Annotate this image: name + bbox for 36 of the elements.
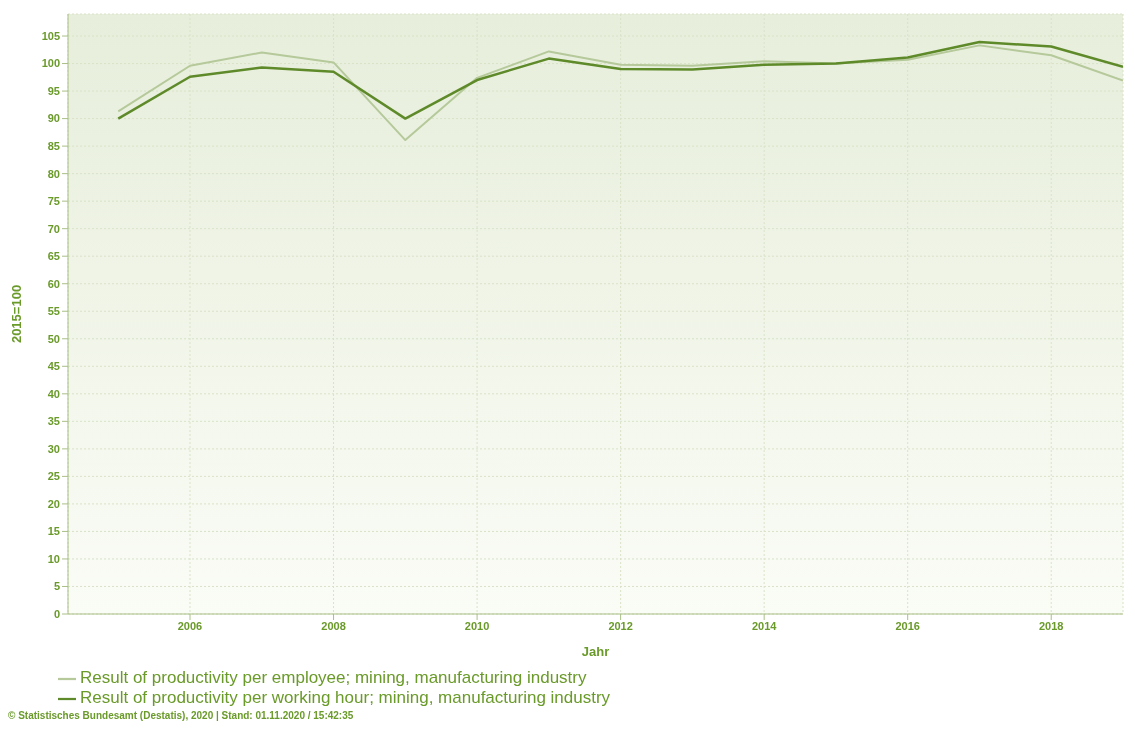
line-series: [116, 40, 1123, 120]
y-tick-label: 75: [47, 195, 60, 208]
y-axis-title: 2015=100: [8, 284, 24, 344]
y-tick-label: 90: [47, 112, 60, 125]
y-tick-label: 60: [47, 277, 60, 290]
y-tick-label: 70: [47, 222, 60, 235]
y-tick-label: 80: [47, 167, 60, 180]
y-tick-label: 25: [47, 470, 60, 483]
legend-label: Result of productivity per employee; mining, manufacturing industry: [80, 668, 587, 687]
x-tick-label: 2014: [751, 619, 778, 632]
y-tick-label: 20: [47, 497, 60, 510]
x-tick-label: 2006: [177, 619, 203, 632]
legend-label: Result of productivity per working hour; mining, manufacturing industry: [80, 688, 611, 707]
y-tick-label: 5: [53, 580, 60, 593]
line-series: [117, 44, 1123, 142]
y-tick-label: 105: [41, 29, 60, 42]
x-tick-label: 2016: [895, 619, 920, 632]
x-tick-label: 2012: [608, 619, 633, 632]
y-tick-label: 40: [47, 387, 60, 400]
y-tick-label: 55: [47, 305, 60, 318]
y-tick-label: 95: [47, 84, 60, 97]
y-tick-label: 100: [41, 57, 60, 70]
text: © Statistisches Bundesamt (Destatis), 2020 | Stand: 01.11.2020 / 15:42:35: [8, 710, 355, 721]
y-tick-label: 30: [47, 442, 60, 455]
y-tick-label: 35: [47, 415, 60, 428]
x-tick-label: 2018: [1038, 619, 1064, 632]
y-tick-label: 50: [47, 332, 60, 345]
y-tick-label: 85: [47, 140, 60, 153]
y-tick-label: 65: [47, 250, 60, 263]
y-tick-label: 10: [47, 552, 60, 565]
y-tick-label: 45: [47, 360, 60, 373]
y-tick-label: 0: [53, 607, 60, 620]
y-tick-label: 15: [47, 525, 60, 538]
x-tick-label: 2010: [464, 619, 490, 632]
x-tick-label: 2008: [321, 619, 346, 632]
x-axis-title: Jahr: [581, 644, 610, 659]
